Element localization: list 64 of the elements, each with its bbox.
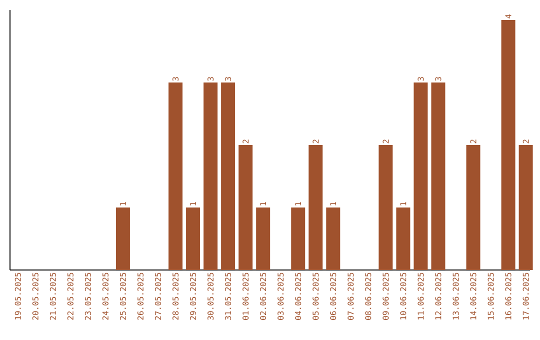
bar — [308, 145, 323, 270]
data-label: 1 — [330, 202, 336, 206]
x-tick-label: 06.06.2025 — [330, 272, 336, 320]
x-tick-label: 29.05.2025 — [190, 272, 196, 320]
bar — [378, 145, 393, 270]
data-label: 2 — [522, 140, 529, 144]
data-label: 1 — [190, 202, 196, 206]
x-tick-label: 01.06.2025 — [242, 272, 249, 320]
data-label: 3 — [435, 77, 442, 81]
data-label: 1 — [260, 202, 266, 206]
bar — [466, 145, 480, 270]
bar — [396, 208, 410, 270]
x-tick-label: 24.05.2025 — [102, 272, 108, 320]
x-tick-label: 15.06.2025 — [488, 272, 494, 320]
x-tick-label: 30.05.2025 — [208, 272, 214, 320]
x-tick-label: 28.05.2025 — [172, 272, 179, 320]
x-tick-label: 02.06.2025 — [260, 272, 266, 320]
x-tick-label: 19.05.2025 — [14, 272, 21, 320]
data-label: 1 — [295, 202, 302, 206]
x-tick-label: 08.06.2025 — [365, 272, 372, 320]
x-tick-label: 25.05.2025 — [120, 272, 126, 320]
x-tick-label: 20.05.2025 — [32, 272, 38, 320]
x-tick-label: 03.06.2025 — [278, 272, 284, 320]
bar — [431, 82, 446, 270]
x-tick-label: 22.05.2025 — [67, 272, 74, 320]
data-label: 2 — [470, 140, 476, 144]
data-label: 1 — [120, 202, 126, 206]
bar — [204, 82, 218, 270]
bar — [221, 82, 236, 270]
x-tick-label: 26.05.2025 — [137, 272, 144, 320]
x-tick-label: 04.06.2025 — [295, 272, 302, 320]
data-label: 3 — [225, 77, 232, 81]
data-label: 3 — [172, 77, 179, 81]
x-tick-label: 17.06.2025 — [522, 272, 529, 320]
bar — [326, 208, 340, 270]
x-tick-label: 14.06.2025 — [470, 272, 476, 320]
x-tick-label: 09.06.2025 — [382, 272, 389, 320]
data-label: 1 — [400, 202, 406, 206]
data-label: 3 — [418, 77, 424, 81]
bar — [116, 208, 130, 270]
bar — [501, 20, 516, 270]
x-tick-label: 31.05.2025 — [225, 272, 232, 320]
bar — [168, 82, 183, 270]
x-tick-label: 21.05.2025 — [50, 272, 56, 320]
x-tick-label: 05.06.2025 — [312, 272, 319, 320]
x-tick-label: 07.06.2025 — [348, 272, 354, 320]
x-tick-label: 12.06.2025 — [435, 272, 442, 320]
x-tick-label: 16.06.2025 — [505, 272, 512, 320]
bar — [256, 208, 270, 270]
data-label: 2 — [312, 140, 319, 144]
data-label: 3 — [208, 77, 214, 81]
bar — [414, 82, 428, 270]
data-label: 4 — [505, 14, 512, 18]
bar — [238, 145, 253, 270]
x-tick-label: 13.06.2025 — [452, 272, 459, 320]
x-tick-label: 11.06.2025 — [418, 272, 424, 320]
x-tick-label: 10.06.2025 — [400, 272, 406, 320]
data-label: 2 — [242, 140, 249, 144]
bar — [186, 208, 200, 270]
bar — [291, 208, 306, 270]
data-label: 2 — [382, 140, 389, 144]
x-tick-label: 23.05.2025 — [84, 272, 91, 320]
bar — [518, 145, 533, 270]
x-tick-label: 27.05.2025 — [154, 272, 162, 320]
